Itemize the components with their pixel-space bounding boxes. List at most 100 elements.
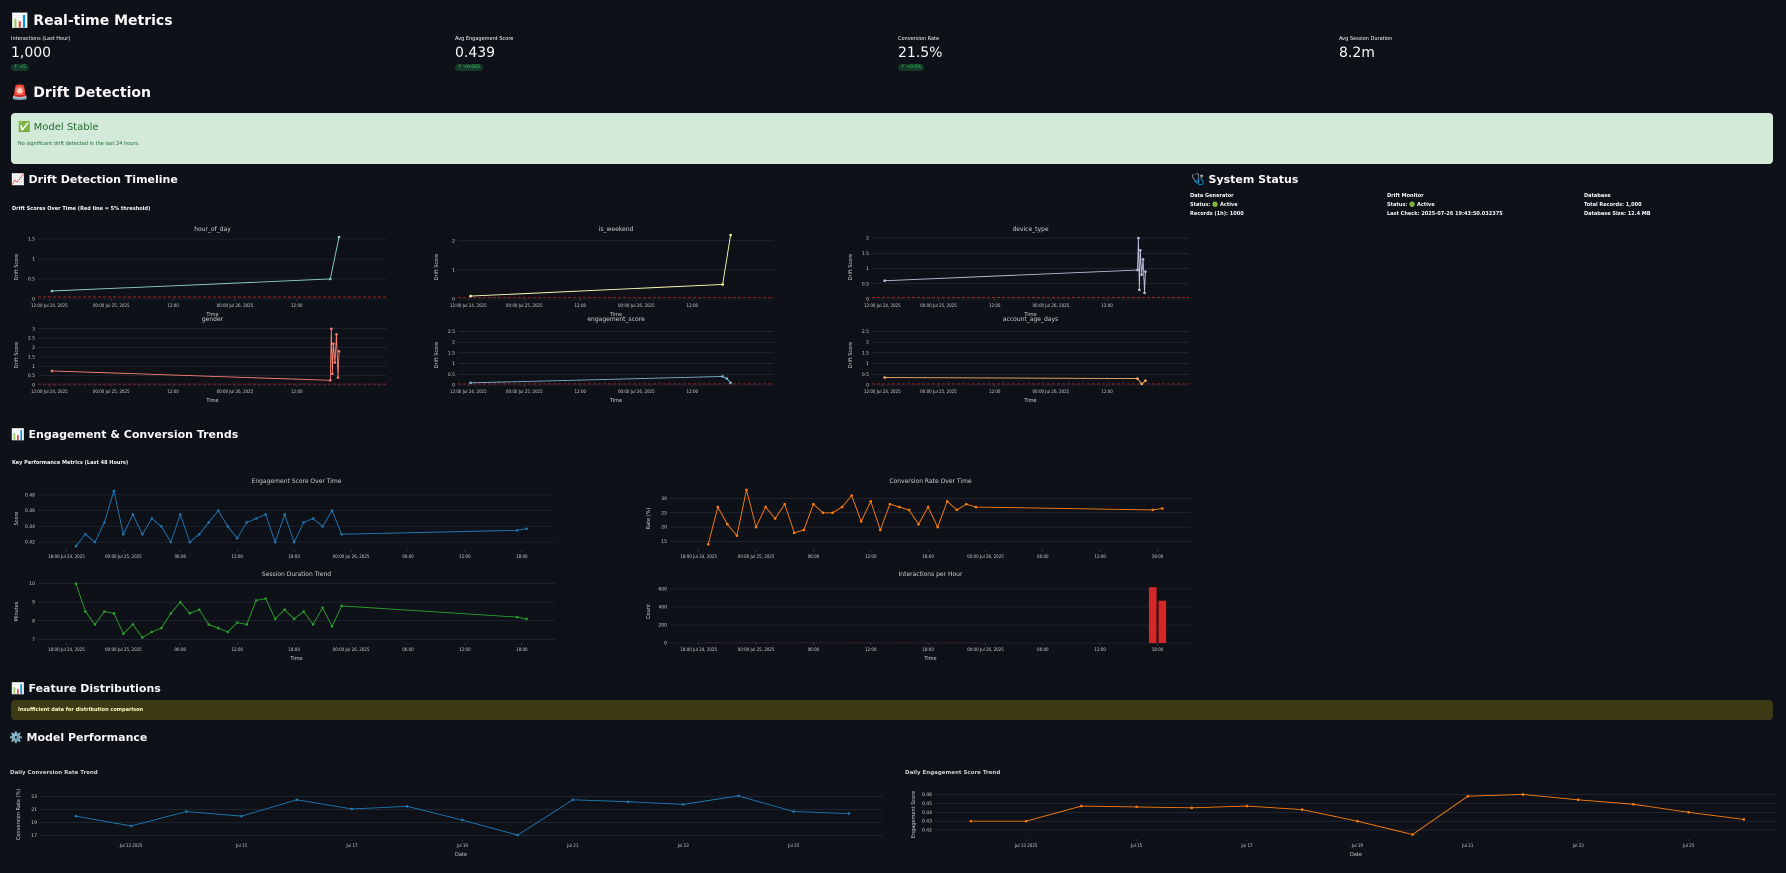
chart-title: gender: [202, 316, 224, 323]
data-point: [311, 517, 315, 520]
data-point: [160, 626, 163, 630]
metric-value: 8.2m: [1339, 45, 1375, 61]
x-tick-label: 12:00: [231, 647, 243, 652]
y-tick-label: 2: [866, 236, 869, 242]
metric-label: Interactions (Last Hour): [11, 36, 71, 42]
data-point: [122, 532, 125, 536]
data-point: [1521, 793, 1525, 796]
data-point: [745, 488, 748, 492]
x-tick-label: 06:00: [1037, 647, 1049, 652]
status-column-title: Drift Monitor: [1387, 193, 1424, 199]
data-point: [898, 505, 901, 509]
x-tick-label: 12:00 Jul 24, 2025: [31, 389, 68, 394]
x-tick-label: 06:00: [1037, 554, 1049, 559]
y-tick-label: 2.5: [448, 329, 455, 335]
x-tick-label: 00:00 Jul 26, 2025: [967, 554, 1004, 559]
warning-text: Insufficient data for distribution compa…: [18, 707, 144, 713]
y-tick-label: 2.5: [862, 329, 869, 335]
y-tick-label: 0.5: [448, 372, 455, 378]
x-tick-label: 06:00: [808, 647, 820, 652]
data-point: [332, 342, 335, 346]
data-point: [571, 798, 575, 802]
data-point: [792, 531, 796, 535]
data-point: [330, 509, 334, 512]
y-tick-label: 0.46: [25, 508, 35, 514]
metric-value: 0.439: [455, 45, 496, 61]
x-tick-label: Jul 21: [1461, 843, 1474, 848]
y-axis-label: Drift Score: [434, 342, 440, 369]
data-point: [847, 812, 851, 815]
chart-title: Interactions per Hour: [899, 571, 963, 578]
x-tick-label: Jul 15: [235, 843, 248, 848]
line-series: [51, 328, 340, 381]
data-point: [850, 494, 853, 497]
x-tick-label: 00:00 Jul 25, 2025: [93, 389, 130, 394]
x-tick-label: 00:00 Jul 26, 2025: [333, 554, 370, 559]
chart-title: device_type: [1012, 226, 1048, 233]
x-tick-label: 00:00 Jul 25, 2025: [105, 554, 142, 559]
y-tick-label: 1.5: [862, 350, 869, 356]
x-tick-label: 18:00 Jul 24, 2025: [680, 647, 717, 652]
status-message: No significant drift detected in the las…: [18, 141, 140, 147]
data-point: [1024, 819, 1028, 823]
y-tick-label: 200: [658, 623, 667, 629]
data-point: [311, 623, 315, 626]
data-point: [869, 500, 873, 503]
data-point: [197, 532, 201, 536]
x-tick-label: Jul 25: [1682, 843, 1695, 848]
y-axis-label: Drift Score: [434, 254, 440, 281]
data-point: [764, 505, 767, 509]
line-series: [970, 794, 1744, 836]
status-column-title: Data Generator: [1190, 193, 1234, 199]
section-title: 📈 Drift Detection Timeline: [11, 173, 178, 186]
data-point: [74, 544, 78, 548]
data-point: [112, 612, 116, 615]
data-point: [926, 505, 930, 509]
y-tick-label: 0: [32, 383, 35, 389]
x-tick-label: 12:00: [687, 303, 699, 308]
y-axis-label: Score: [14, 511, 20, 525]
x-tick-label: 18:00: [516, 554, 528, 559]
data-point: [883, 279, 886, 283]
data-point: [283, 513, 286, 516]
data-point: [917, 522, 920, 526]
x-tick-label: Jul 19: [1351, 843, 1364, 848]
section-title: 📊 Feature Distributions: [11, 682, 161, 695]
x-tick-label: 06:00: [808, 554, 820, 559]
y-tick-label: 20: [661, 525, 667, 531]
y-tick-label: 1.5: [28, 354, 35, 360]
data-point: [802, 528, 806, 532]
line-series: [75, 795, 849, 836]
data-point: [783, 502, 787, 506]
x-tick-label: 00:00 Jul 26, 2025: [1033, 303, 1070, 308]
data-point: [74, 814, 78, 818]
data-point: [754, 525, 758, 529]
x-tick-label: 12:00: [1094, 554, 1106, 559]
data-point: [292, 617, 296, 621]
x-tick-label: 18:00: [922, 647, 934, 652]
data-point: [302, 610, 305, 613]
data-point: [185, 810, 188, 813]
line-series: [707, 489, 1163, 545]
y-tick-label: 0.42: [25, 540, 35, 546]
y-tick-label: 2: [32, 345, 35, 351]
data-point: [840, 505, 844, 509]
x-axis-label: Date: [1350, 852, 1362, 858]
y-tick-label: 0: [866, 383, 869, 389]
data-point: [773, 517, 777, 520]
x-tick-label: 12:00: [1094, 647, 1106, 652]
y-tick-label: 1.5: [862, 251, 869, 257]
data-point: [945, 500, 949, 503]
data-point: [1576, 798, 1580, 802]
data-point: [273, 617, 277, 621]
data-point: [330, 327, 333, 331]
data-point: [328, 379, 332, 382]
line-series: [884, 377, 1146, 385]
y-tick-label: 17: [31, 833, 37, 839]
x-tick-label: Jul 15: [1130, 843, 1143, 848]
y-tick-label: 0.42: [922, 828, 932, 834]
x-tick-label: 12:00 Jul 24, 2025: [450, 389, 487, 394]
y-tick-label: 8: [32, 618, 35, 624]
y-axis-label: Count: [646, 604, 652, 619]
